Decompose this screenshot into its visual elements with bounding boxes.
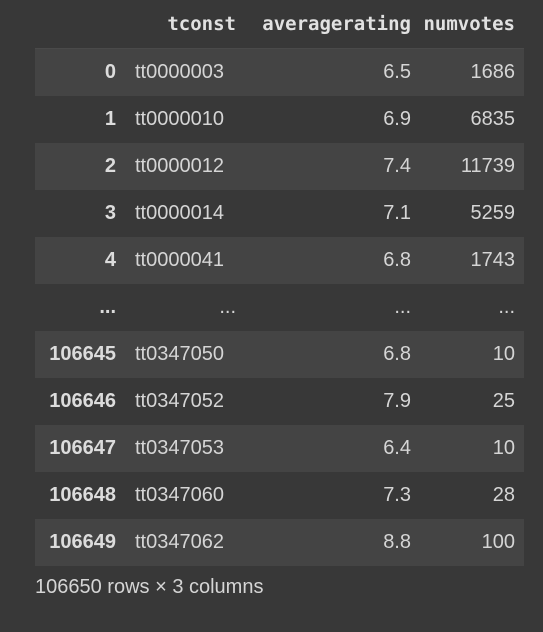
numvotes-cell: 28: [492, 483, 515, 506]
row-index: 106649: [49, 530, 116, 553]
averagerating-cell: 6.4: [383, 436, 411, 459]
tconst-cell: tt0347053: [135, 436, 224, 459]
dataframe-table: tconst averagerating numvotes 0 tt000000…: [35, 0, 524, 566]
table-row: 1 tt0000010 6.9 6835: [35, 96, 524, 143]
table-row: 0 tt0000003 6.5 1686: [35, 48, 524, 96]
row-index: 1: [104, 107, 116, 130]
table-row: 106646 tt0347052 7.9 25: [35, 378, 524, 425]
table-row: 106645 tt0347050 6.8 10: [35, 330, 524, 378]
numvotes-cell: 100: [481, 530, 515, 553]
numvotes-cell: 10: [492, 342, 515, 365]
numvotes-cell: 6835: [470, 107, 516, 130]
tconst-cell: tt0000014: [135, 201, 224, 224]
tconst-cell: tt0347060: [135, 483, 224, 506]
shape-summary: 106650 rows × 3 columns: [35, 576, 264, 598]
row-index: 106647: [49, 436, 116, 459]
tconst-cell: tt0000012: [135, 154, 224, 177]
numvotes-cell: 11739: [460, 154, 515, 177]
averagerating-cell: 6.5: [383, 60, 411, 83]
tconst-cell: tt0000041: [135, 248, 224, 271]
column-header-tconst: tconst: [125, 0, 245, 49]
averagerating-cell: 8.8: [383, 530, 411, 553]
tconst-cell: tt0347050: [135, 342, 224, 365]
header-row: tconst averagerating numvotes: [35, 0, 524, 49]
tconst-cell: tt0000010: [135, 107, 224, 130]
index-header: [35, 0, 125, 49]
tconst-cell: tt0347062: [135, 530, 224, 553]
row-index: 0: [104, 60, 116, 83]
row-index: 2: [104, 154, 116, 177]
tconst-cell: tt0347052: [135, 389, 224, 412]
numvotes-cell: 10: [492, 436, 515, 459]
column-header-averagerating: averagerating: [245, 0, 420, 49]
averagerating-cell: 6.8: [383, 248, 411, 271]
table-row: 3 tt0000014 7.1 5259: [35, 190, 524, 237]
numvotes-cell: ...: [498, 295, 515, 318]
table-header: tconst averagerating numvotes: [35, 0, 524, 49]
row-index: ...: [99, 295, 116, 318]
averagerating-cell: 7.9: [383, 389, 411, 412]
averagerating-cell: 7.4: [383, 154, 411, 177]
numvotes-cell: 1686: [470, 60, 516, 83]
row-index: 3: [104, 201, 116, 224]
row-index: 106648: [49, 483, 116, 506]
table-row: 2 tt0000012 7.4 11739: [35, 142, 524, 190]
averagerating-cell: 6.8: [383, 342, 411, 365]
row-index: 4: [104, 248, 116, 271]
table-body: 0 tt0000003 6.5 1686 1 tt0000010 6.9 683…: [35, 48, 524, 566]
table-row: 106647 tt0347053 6.4 10: [35, 424, 524, 472]
row-index: 106646: [49, 389, 116, 412]
averagerating-cell: 7.3: [383, 483, 411, 506]
row-index: 106645: [49, 342, 116, 365]
ellipsis-row: ... ... ... ...: [35, 284, 524, 331]
table-row: 4 tt0000041 6.8 1743: [35, 236, 524, 284]
tconst-cell: tt0000003: [135, 60, 224, 83]
table-row: 106649 tt0347062 8.8 100: [35, 518, 524, 566]
numvotes-cell: 1743: [470, 248, 516, 271]
table-row: 106648 tt0347060 7.3 28: [35, 472, 524, 519]
column-header-numvotes: numvotes: [420, 0, 524, 49]
numvotes-cell: 25: [492, 389, 515, 412]
averagerating-cell: ...: [394, 295, 411, 318]
averagerating-cell: 6.9: [383, 107, 411, 130]
tconst-cell: ...: [219, 295, 236, 318]
numvotes-cell: 5259: [470, 201, 516, 224]
averagerating-cell: 7.1: [383, 201, 411, 224]
